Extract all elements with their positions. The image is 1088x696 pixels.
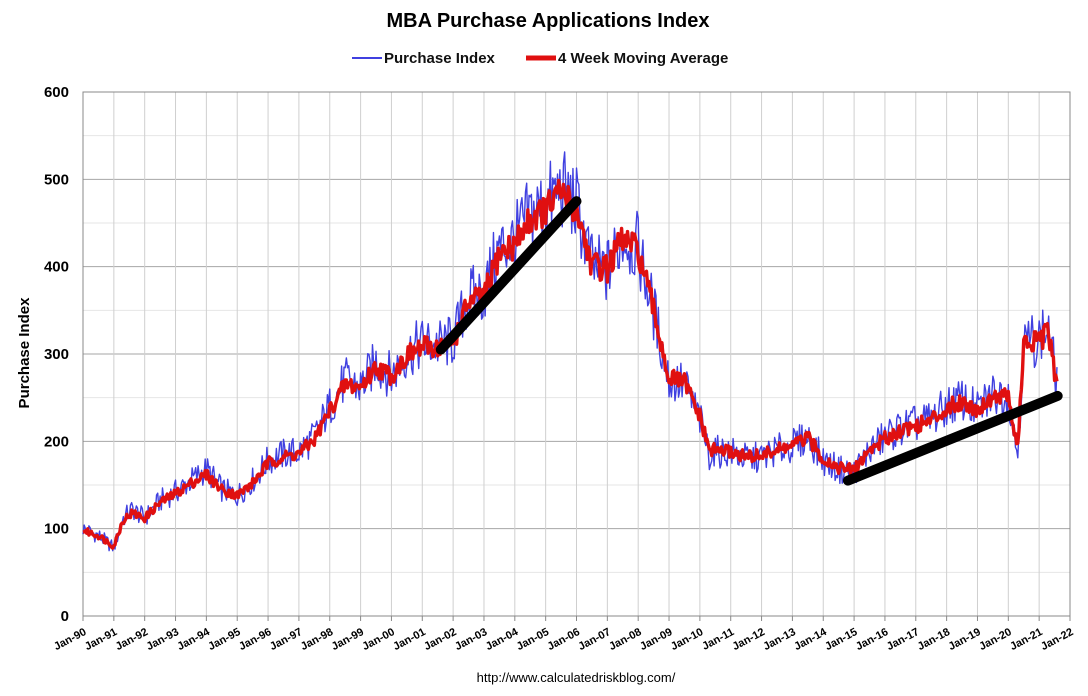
x-tick-label: Jan-21 [1008, 626, 1044, 653]
legend: Purchase Index 4 Week Moving Average [352, 50, 728, 67]
y-axis: 0 100 200 300 400 500 600 [44, 84, 69, 625]
x-tick-label: Jan-00 [360, 626, 396, 653]
chart-title: MBA Purchase Applications Index [386, 10, 709, 32]
x-tick-label: Jan-94 [175, 626, 212, 653]
x-tick-label: Jan-15 [823, 626, 859, 653]
x-tick-label: Jan-17 [885, 626, 921, 653]
x-tick-label: Jan-09 [638, 626, 674, 653]
x-axis: Jan-90Jan-91Jan-92Jan-93Jan-94Jan-95Jan-… [52, 616, 1075, 653]
x-tick-label: Jan-20 [977, 626, 1013, 653]
y-tick-label: 200 [44, 433, 69, 450]
series-line-moving-average [82, 178, 1059, 550]
x-tick-label: Jan-08 [607, 626, 643, 653]
x-tick-label: Jan-98 [299, 626, 335, 653]
y-tick-label: 500 [44, 171, 69, 188]
x-tick-label: Jan-90 [52, 626, 88, 653]
trend-annotations [435, 196, 1063, 486]
legend-label-purchase-index: Purchase Index [384, 50, 496, 67]
x-tick-label: Jan-05 [515, 626, 551, 653]
y-axis-label: Purchase Index [16, 297, 33, 409]
x-tick-label: Jan-03 [453, 626, 489, 653]
x-tick-label: Jan-11 [700, 626, 736, 653]
series-layer [82, 151, 1059, 552]
x-tick-label: Jan-06 [545, 626, 581, 653]
trend-line-2015-2021 [842, 390, 1063, 486]
x-tick-label: Jan-01 [391, 626, 427, 653]
y-tick-label: 400 [44, 259, 69, 276]
x-tick-label: Jan-92 [114, 626, 150, 653]
trend-line-2001-2006 [435, 196, 582, 355]
x-tick-label: Jan-19 [946, 626, 982, 653]
x-tick-label: Jan-93 [145, 626, 181, 653]
x-tick-label: Jan-07 [576, 626, 612, 653]
x-tick-label: Jan-22 [1039, 626, 1075, 653]
x-tick-label: Jan-13 [761, 626, 797, 653]
x-tick-label: Jan-14 [792, 626, 829, 653]
x-tick-label: Jan-02 [422, 626, 458, 653]
x-tick-label: Jan-96 [237, 626, 273, 653]
x-tick-label: Jan-10 [669, 626, 705, 653]
x-tick-label: Jan-97 [268, 626, 304, 653]
x-tick-label: Jan-16 [854, 626, 890, 653]
y-tick-label: 0 [61, 608, 69, 625]
x-tick-label: Jan-95 [206, 626, 242, 653]
x-tick-label: Jan-99 [330, 626, 366, 653]
x-tick-label: Jan-12 [731, 626, 767, 653]
y-tick-label: 100 [44, 521, 69, 538]
source-url: http://www.calculatedriskblog.com/ [477, 670, 676, 685]
legend-label-moving-average: 4 Week Moving Average [558, 50, 728, 67]
x-tick-label: Jan-04 [484, 626, 521, 653]
x-tick-label: Jan-91 [83, 626, 119, 653]
y-tick-label: 300 [44, 346, 69, 363]
y-tick-label: 600 [44, 84, 69, 101]
x-tick-label: Jan-18 [916, 626, 952, 653]
